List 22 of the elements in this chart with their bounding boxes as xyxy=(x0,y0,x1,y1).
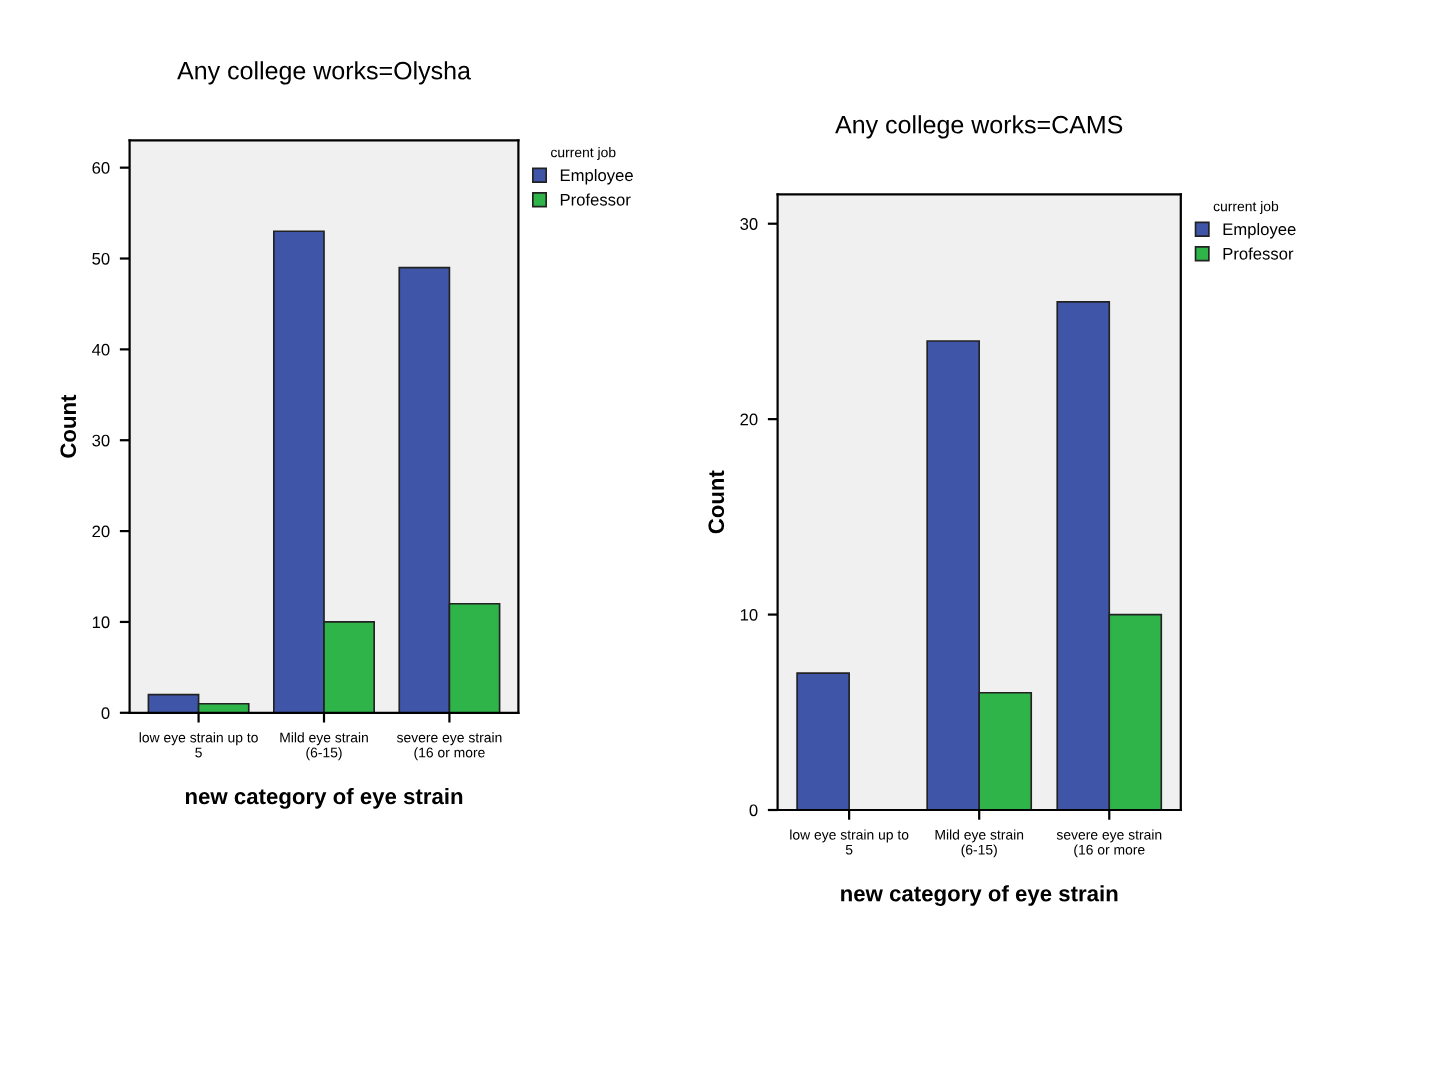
chart-title: Any college works=Olysha xyxy=(177,61,471,85)
y-tick-label: 30 xyxy=(740,218,758,230)
y-tick-label: 0 xyxy=(749,804,758,817)
x-axis-title: new category of eye strain xyxy=(841,885,1118,906)
y-tick-label: 60 xyxy=(92,162,110,174)
y-tick-label: 30 xyxy=(92,434,110,447)
x-axis-title: new category of eye strain xyxy=(185,787,463,809)
y-tick-label: 20 xyxy=(92,525,110,538)
legend-label: Employee xyxy=(1223,222,1296,239)
legend-label: Professor xyxy=(1223,247,1294,260)
y-axis-title: Count xyxy=(708,470,725,534)
y-tick-label: 10 xyxy=(92,616,110,629)
y-tick-label: 0 xyxy=(101,707,110,719)
bar xyxy=(796,672,850,810)
legend-label: Professor xyxy=(560,193,631,206)
chart-title: Any college works=CAMS xyxy=(835,115,1123,139)
legend-label: Employee xyxy=(560,168,633,185)
y-tick-label: 20 xyxy=(740,413,758,426)
y-tick-label: 10 xyxy=(740,608,758,621)
y-axis-title: Count xyxy=(60,394,77,458)
y-tick-label: 50 xyxy=(92,252,110,265)
y-tick-label: 40 xyxy=(92,343,110,356)
